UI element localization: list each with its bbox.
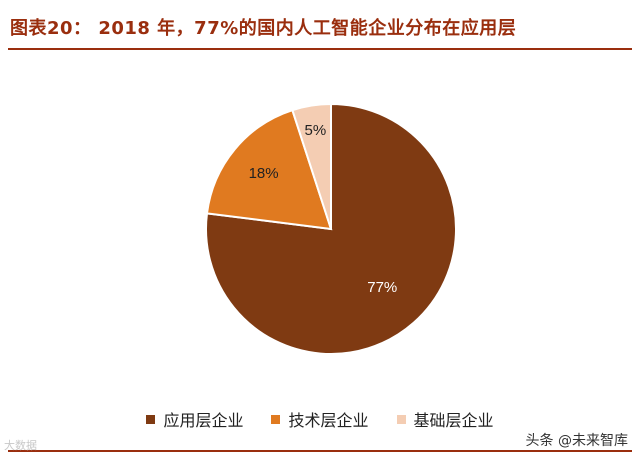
title-divider <box>8 48 632 50</box>
pie-slice-technology <box>205 108 333 231</box>
legend-swatch-foundation <box>396 414 406 424</box>
chart-title: 图表20： 2018 年，77%的国内人工智能企业分布在应用层 <box>10 18 517 39</box>
pie-slice-foundation <box>291 102 332 230</box>
data-label-foundation: 5% <box>305 122 327 139</box>
legend-item-foundation: 基础层企业 <box>396 407 494 431</box>
chart-legend: 应用层企业 技术层企业 基础层企业 <box>0 407 640 431</box>
legend-item-application: 应用层企业 <box>146 407 243 431</box>
legend-swatch-technology <box>271 414 281 424</box>
bottom-divider <box>8 450 632 452</box>
legend-swatch-application <box>146 414 156 424</box>
legend-label-foundation: 基础层企业 <box>413 411 494 430</box>
watermark-left: 大数据 <box>4 439 37 452</box>
watermark-right: 头条 @未来智库 <box>525 433 628 449</box>
data-label-application: 77% <box>367 279 397 296</box>
legend-label-application: 应用层企业 <box>163 411 244 430</box>
legend-item-technology: 技术层企业 <box>271 407 369 431</box>
data-label-technology: 18% <box>249 165 279 182</box>
legend-label-technology: 技术层企业 <box>288 411 369 430</box>
